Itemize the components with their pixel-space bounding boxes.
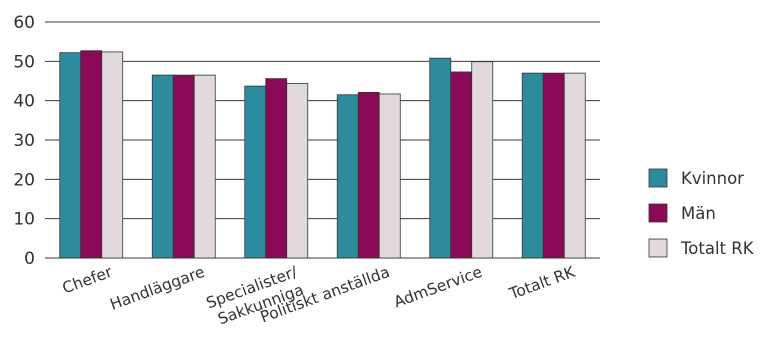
x-category-label: Totalt RK [506, 263, 578, 304]
bar-kvinnor-0 [59, 52, 82, 259]
x-category-label: Chefer [60, 263, 115, 298]
y-axis-tick-labels: 0 10 20 30 40 50 60 [13, 13, 35, 269]
bars [59, 50, 586, 259]
x-category-label-line: Totalt RK [506, 263, 578, 304]
x-category-label-line: Handläggare [108, 263, 208, 314]
x-category-label-line: Chefer [60, 263, 115, 298]
x-category-label: Handläggare [108, 263, 208, 314]
bar-kvinnor-2 [244, 85, 267, 259]
bar-män-2 [265, 78, 288, 259]
y-tick-label: 60 [13, 13, 35, 33]
y-tick-label: 40 [13, 92, 35, 112]
bar-totalt-rk-2 [286, 82, 309, 259]
bar-kvinnor-5 [521, 72, 544, 259]
gridlines [45, 21, 600, 259]
bar-totalt-rk-3 [378, 93, 401, 259]
x-category-label: AdmService [391, 263, 484, 312]
bar-kvinnor-4 [429, 57, 452, 259]
y-tick-label: 0 [24, 249, 35, 269]
legend-label: Kvinnor [681, 169, 744, 188]
legend-swatch-totalt-rk [648, 238, 668, 258]
legend-label: Män [681, 204, 716, 223]
x-category-label-line: AdmService [391, 263, 484, 312]
legend-swatch-män [648, 203, 668, 223]
y-tick-label: 50 [13, 52, 35, 72]
y-tick-label: 10 [13, 210, 35, 230]
bar-totalt-rk-5 [563, 72, 586, 259]
bar-totalt-rk-1 [193, 74, 216, 259]
legend-swatch-kvinnor [648, 168, 668, 188]
bar-män-5 [542, 72, 565, 259]
bar-kvinnor-1 [151, 74, 174, 259]
bar-kvinnor-3 [336, 94, 359, 259]
legend-label: Totalt RK [680, 239, 755, 258]
bar-totalt-rk-0 [101, 51, 124, 259]
bar-män-4 [450, 71, 473, 259]
x-axis-category-labels: CheferHandläggareSpecialister/Sakkunniga… [60, 263, 578, 329]
bar-män-1 [172, 74, 195, 259]
bar-män-0 [80, 50, 103, 259]
bar-män-3 [357, 92, 380, 259]
y-tick-label: 30 [13, 131, 35, 151]
legend: Kvinnor Män Totalt RK [648, 168, 755, 258]
bar-totalt-rk-4 [471, 61, 494, 259]
y-tick-label: 20 [13, 170, 35, 190]
